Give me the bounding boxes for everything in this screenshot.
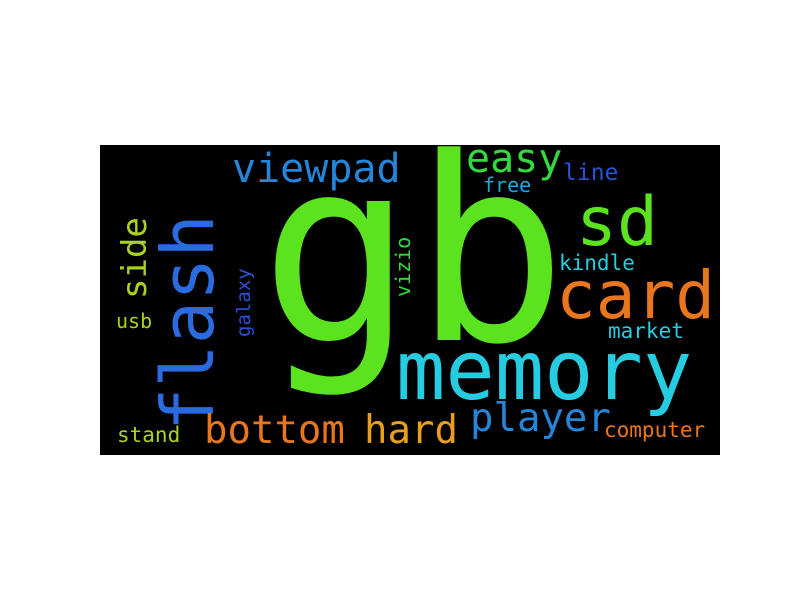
word-card: card [556, 257, 715, 334]
word-bottom: bottom [204, 408, 345, 453]
word-market: market [608, 319, 684, 343]
word-usb: usb [116, 309, 153, 333]
word-line: line [563, 160, 619, 186]
word-player: player [470, 396, 611, 441]
word-free: free [483, 173, 532, 197]
word-flash: flash [146, 214, 230, 431]
word-hard: hard [364, 408, 458, 453]
word-gb: gb [260, 145, 568, 401]
word-easy: easy [466, 145, 563, 182]
word-kindle: kindle [559, 251, 635, 275]
word-side: side [115, 217, 155, 299]
word-stand: stand [117, 423, 181, 447]
word-cloud: gb memory flash card sd viewpad easy lin… [100, 145, 720, 455]
word-computer: computer [604, 418, 706, 442]
word-vizio: vizio [391, 236, 415, 297]
word-sd: sd [576, 183, 658, 262]
word-viewpad: viewpad [232, 146, 401, 192]
word-memory: memory [396, 324, 693, 419]
word-galaxy: galaxy [233, 268, 255, 337]
